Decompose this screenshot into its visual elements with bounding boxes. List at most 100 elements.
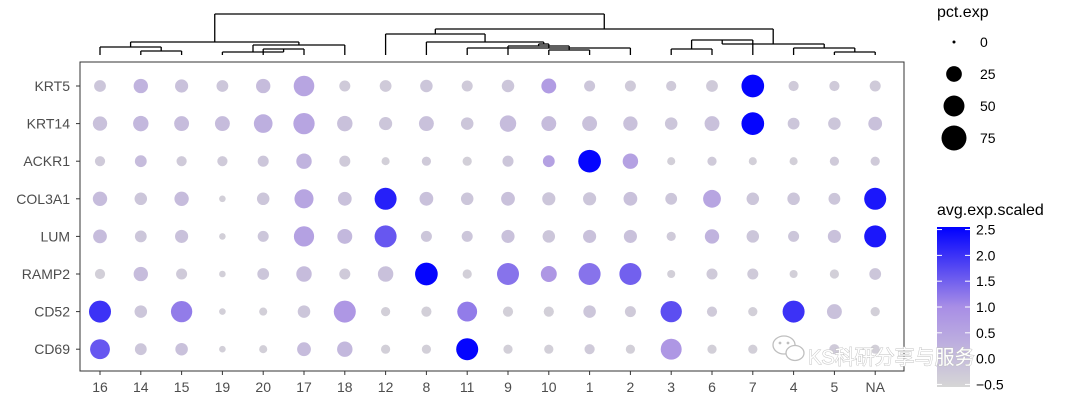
dot-CD52-15: [170, 300, 193, 323]
dot-CD69-10: [544, 344, 554, 354]
dot-KRT14-4: [787, 117, 800, 130]
x-tick-label: 1: [586, 379, 594, 395]
dot-ACKR1-2: [622, 153, 639, 169]
dot-CD52-9: [502, 306, 514, 317]
dot-ACKR1-14: [134, 155, 147, 168]
dot-KRT14-3: [664, 117, 678, 130]
dot-CD52-7: [748, 306, 758, 317]
dot-CD69-19: [219, 345, 226, 353]
dot-ACKR1-4: [789, 157, 798, 166]
dot-KRT5-7: [741, 74, 765, 98]
dot-ACKR1-8: [421, 156, 432, 166]
dot-KRT14-19: [214, 116, 230, 132]
dot-layer: [88, 74, 887, 361]
x-tick-label: 20: [255, 379, 271, 395]
dot-RAMP2-8: [415, 262, 438, 286]
plot-panel: [79, 61, 905, 372]
dot-ACKR1-10: [542, 155, 555, 168]
dot-LUM-19: [219, 233, 226, 240]
dot-KRT5-1: [584, 80, 596, 92]
dot-COL3A1-6: [703, 189, 721, 208]
dot-COL3A1-19: [219, 195, 226, 203]
dot-RAMP2-18: [339, 268, 351, 280]
dot-ACKR1-18: [339, 155, 351, 167]
size-legend-label: 25: [980, 66, 996, 82]
dot-CD52-16: [88, 300, 112, 323]
watermark: KS科研分享与服务: [772, 335, 975, 369]
cluster-dendrogram: [99, 13, 876, 55]
dot-COL3A1-20: [256, 192, 270, 206]
dot-LUM-4: [788, 230, 800, 242]
wechat-icon: [772, 335, 805, 362]
dot-ACKR1-6: [707, 156, 717, 166]
dot-LUM-11: [461, 230, 473, 242]
dot-LUM-3: [666, 231, 676, 242]
color-legend-title: avg.exp.scaled: [937, 202, 1044, 219]
dot-KRT5-9: [501, 79, 515, 93]
dot-COL3A1-7: [746, 192, 760, 206]
dot-RAMP2-19: [219, 270, 226, 278]
dot-KRT5-5: [829, 80, 840, 92]
dot-KRT14-12: [379, 117, 393, 131]
dot-KRT5-2: [624, 80, 636, 92]
dot-ACKR1-12: [381, 157, 390, 166]
y-tick-label: KRT14: [27, 116, 71, 132]
dot-COL3A1-10: [542, 192, 556, 206]
dot-RAMP2-17: [296, 266, 312, 282]
dot-KRT5-6: [706, 80, 718, 92]
dot-RAMP2-10: [540, 266, 557, 282]
y-tick-label: ACKR1: [23, 153, 70, 169]
dot-CD52-1: [583, 305, 596, 318]
dot-LUM-7: [746, 230, 760, 243]
dot-LUM-12: [374, 225, 397, 248]
dot-COL3A1-2: [623, 191, 638, 206]
dot-KRT5-16: [94, 80, 106, 92]
dot-COL3A1-4: [787, 192, 800, 206]
dot-LUM-15: [175, 229, 189, 243]
dot-ACKR1-1: [578, 149, 601, 173]
dot-RAMP2-6: [706, 268, 718, 280]
dot-ACKR1-16: [94, 156, 106, 167]
x-tick-label: 2: [627, 379, 635, 395]
dot-LUM-6: [704, 229, 720, 244]
dot-RAMP2-9: [496, 262, 520, 286]
dot-KRT5-19: [216, 80, 229, 92]
x-tick-label: 16: [92, 379, 108, 395]
x-tick-label: 4: [790, 379, 798, 395]
dot-COL3A1-12: [374, 187, 397, 210]
dot-COL3A1-11: [460, 192, 474, 206]
dot-LUM-14: [134, 230, 147, 243]
dot-KRT5-14: [133, 78, 148, 94]
dot-CD69-12: [380, 344, 391, 354]
dot-KRT14-6: [704, 116, 720, 132]
dot-CD69-8: [421, 344, 432, 354]
dot-KRT14-10: [541, 116, 557, 132]
dot-ACKR1-NA: [870, 156, 880, 166]
dot-KRT14-7: [741, 112, 765, 135]
dot-KRT14-NA: [868, 116, 883, 131]
dot-ACKR1-11: [462, 156, 472, 166]
dot-CD52-8: [421, 306, 432, 317]
dot-KRT5-3: [666, 80, 677, 92]
size-legend: pct.exp 0 25 50 75: [937, 4, 996, 151]
dot-CD69-16: [90, 339, 110, 360]
dot-CD69-6: [707, 344, 717, 354]
y-tick-label: CD69: [34, 341, 70, 357]
dot-KRT5-8: [420, 79, 433, 93]
x-tick-label: 19: [215, 379, 231, 395]
dot-LUM-20: [257, 230, 269, 242]
x-tick-label: 11: [460, 379, 475, 395]
x-tick-label: 18: [337, 379, 353, 395]
dot-KRT14-2: [623, 116, 638, 131]
dot-ACKR1-9: [502, 155, 514, 167]
dot-ACKR1-15: [176, 156, 187, 167]
dot-KRT5-18: [339, 80, 351, 92]
dot-ACKR1-17: [296, 153, 312, 169]
dot-RAMP2-1: [578, 262, 601, 286]
dot-COL3A1-18: [337, 191, 352, 206]
size-legend-key: [941, 125, 967, 151]
dot-KRT14-18: [337, 115, 353, 132]
dot-LUM-9: [501, 229, 515, 243]
